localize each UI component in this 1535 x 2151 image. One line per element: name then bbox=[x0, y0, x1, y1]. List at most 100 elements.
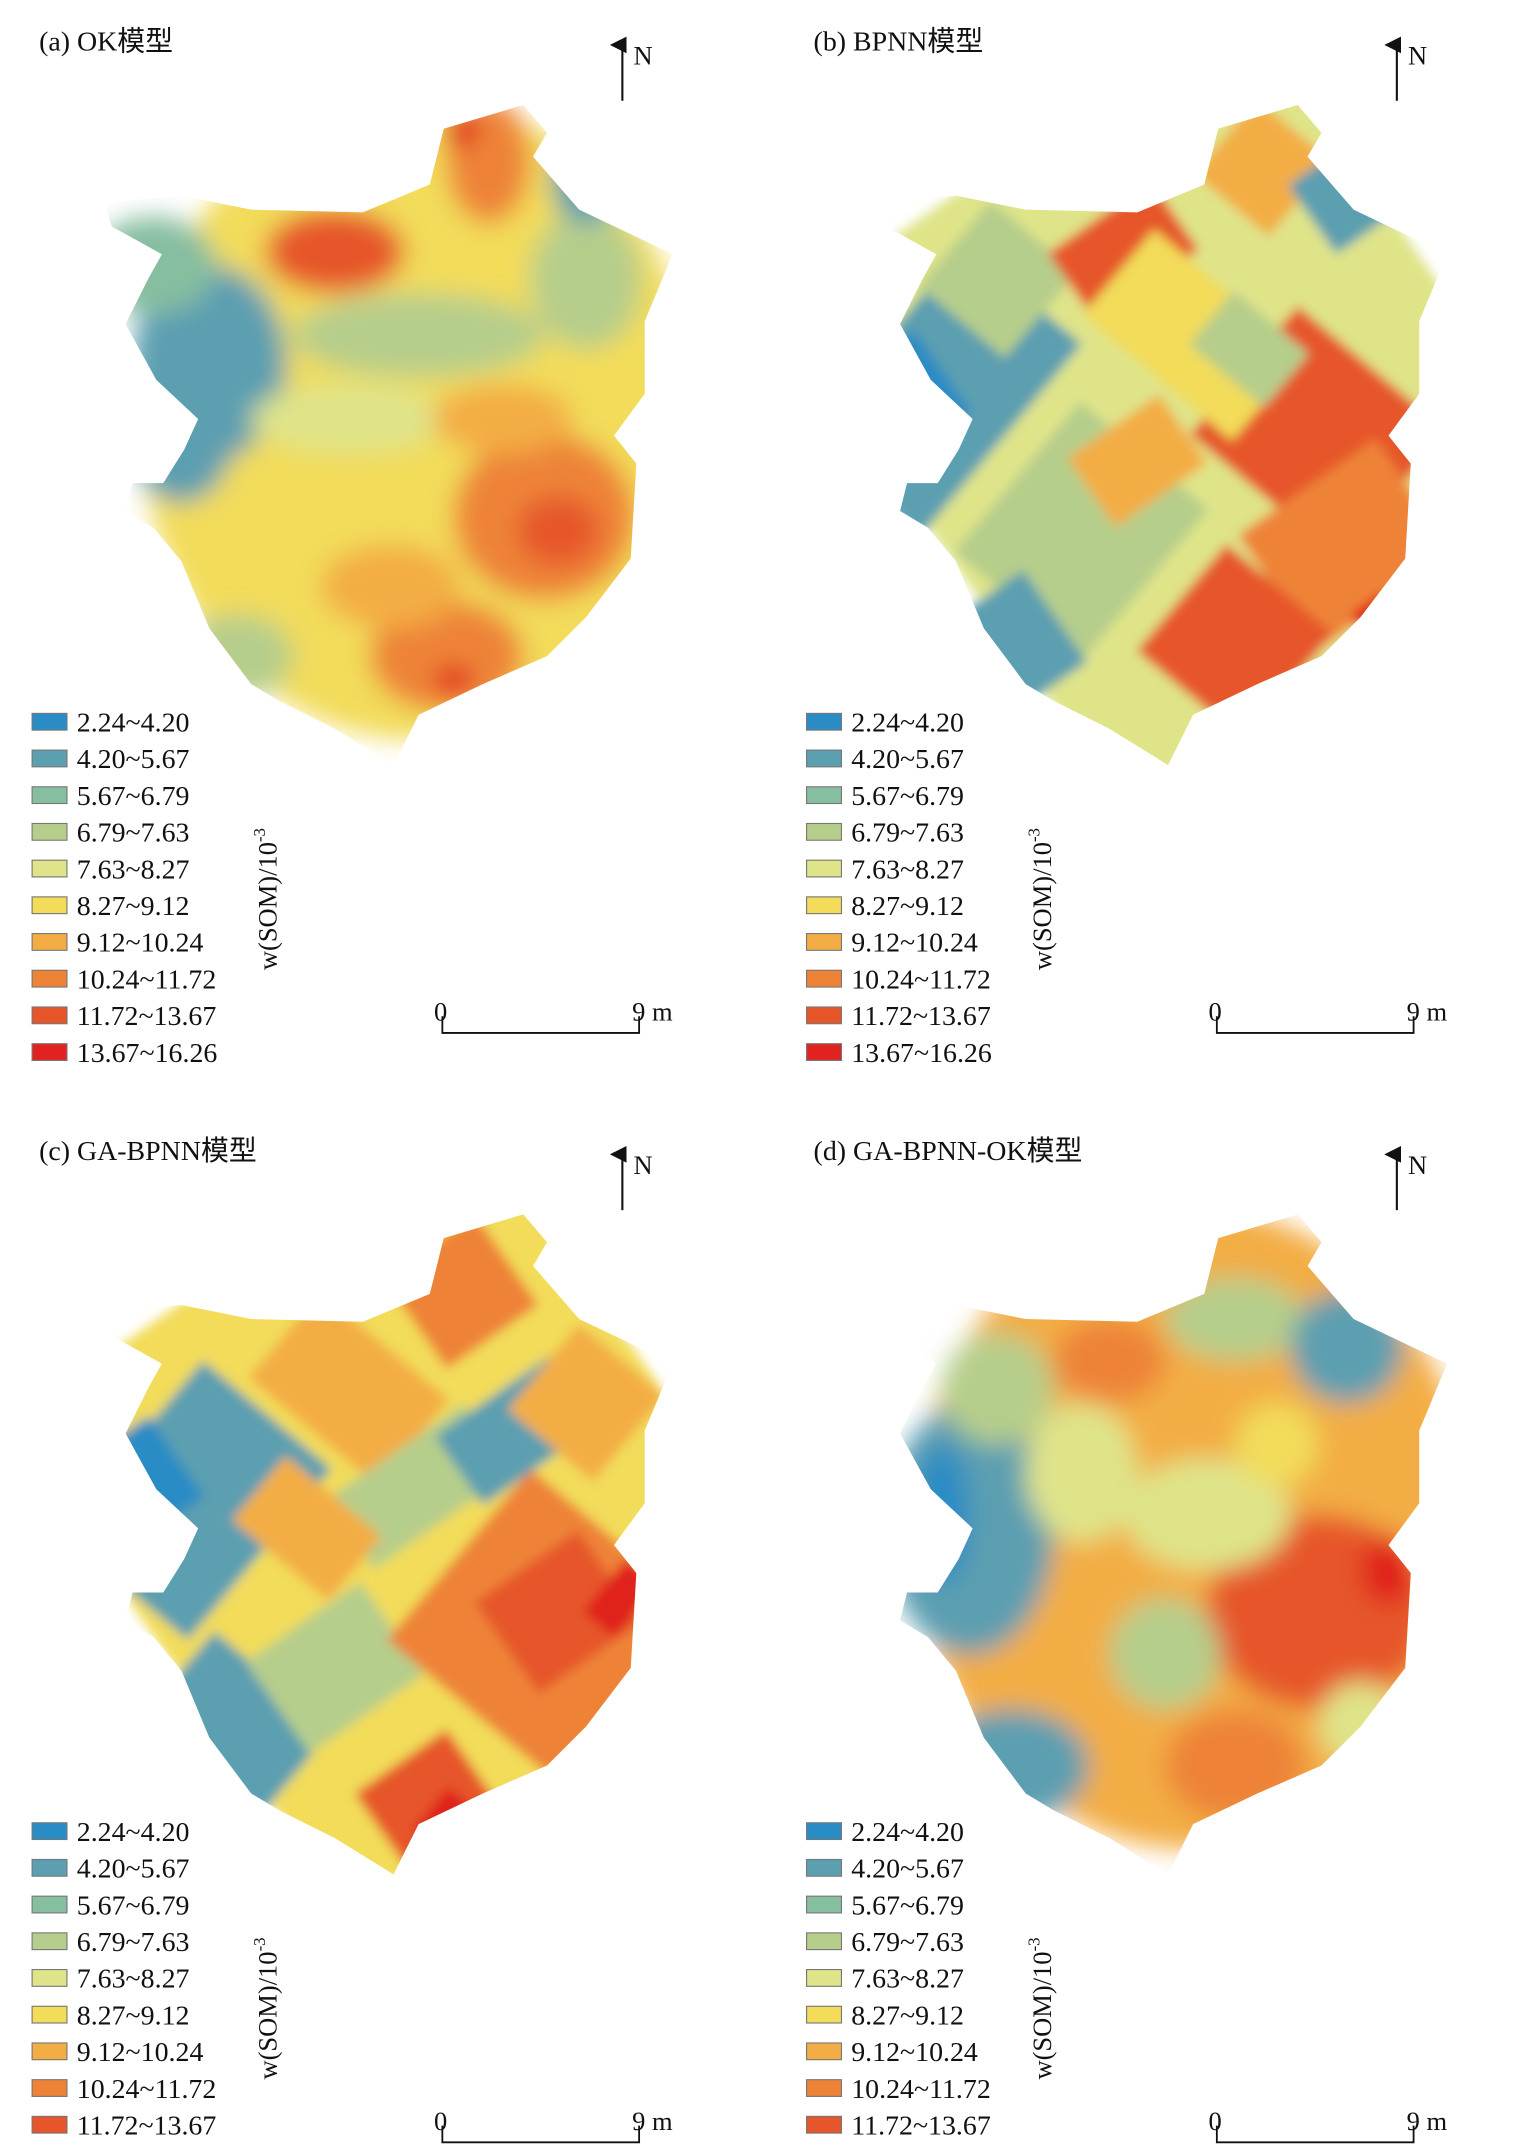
legend-label: 8.27~9.12 bbox=[77, 2000, 190, 2031]
legend-label: 5.67~6.79 bbox=[851, 1890, 964, 1921]
legend-label: 5.67~6.79 bbox=[77, 781, 190, 812]
value-zone bbox=[142, 1631, 332, 1816]
legend-swatch bbox=[806, 969, 843, 988]
panel-title: (a) OK模型 bbox=[39, 26, 173, 58]
value-zone bbox=[1053, 1319, 1166, 1403]
legend-swatch bbox=[31, 749, 68, 768]
map-panel-ga-bpnn-ok: (d) GA-BPNN-OK模型 N 0 9 m 2.24~4.20 4.20~5.67 5… bbox=[806, 1135, 1448, 2151]
scale-end-label: 9 m bbox=[632, 996, 673, 1026]
legend-label: 2.24~4.20 bbox=[851, 1817, 964, 1848]
legend-swatch bbox=[31, 859, 68, 878]
legend-label: 6.79~7.63 bbox=[851, 818, 964, 849]
value-zone bbox=[551, 139, 621, 224]
legend-label: 7.63~8.27 bbox=[851, 854, 964, 885]
legend-swatch bbox=[806, 822, 843, 841]
north-label: N bbox=[1408, 40, 1427, 70]
panel-title: (d) GA-BPNN-OK模型 bbox=[814, 1135, 1083, 1167]
legend-label: 8.27~9.12 bbox=[851, 2000, 964, 2031]
value-zone bbox=[1165, 1709, 1305, 1822]
legend-swatch bbox=[31, 1043, 68, 1061]
legend-swatch bbox=[31, 1006, 68, 1025]
legend-swatch bbox=[806, 2005, 843, 2024]
legend-swatch bbox=[806, 1822, 843, 1841]
legend-label: 13.67~16.26 bbox=[77, 1038, 218, 1069]
legend-label: 6.79~7.63 bbox=[77, 818, 190, 849]
legend-swatch bbox=[806, 1043, 843, 1061]
legend-swatch bbox=[31, 969, 68, 988]
legend-swatch bbox=[806, 1895, 843, 1914]
value-zone bbox=[195, 474, 363, 643]
legend-swatch bbox=[31, 2042, 68, 2061]
legend-swatch bbox=[806, 786, 843, 805]
value-zone bbox=[530, 209, 642, 350]
legend-label: 7.63~8.27 bbox=[851, 1964, 964, 1995]
value-zone bbox=[265, 209, 405, 294]
legend-label: 9.12~10.24 bbox=[77, 928, 204, 959]
value-zone bbox=[1189, 291, 1309, 408]
value-zone bbox=[1047, 181, 1199, 322]
legend-title: w(SOM)/10-3 bbox=[250, 1937, 282, 2079]
legend-label: 6.79~7.63 bbox=[77, 1927, 190, 1958]
legend-label: 11.72~13.67 bbox=[77, 1001, 217, 1032]
legend-swatch bbox=[806, 1858, 843, 1877]
legend-label: 10.24~11.72 bbox=[851, 964, 991, 995]
legend-label: 13.67~16.26 bbox=[77, 2147, 218, 2151]
value-zone bbox=[941, 1332, 1054, 1445]
legend-swatch bbox=[31, 1858, 68, 1877]
legend-swatch bbox=[31, 896, 68, 915]
map-surface bbox=[104, 104, 673, 740]
legend-label: 2.24~4.20 bbox=[77, 1817, 190, 1848]
scale-end-label: 9 m bbox=[1407, 2106, 1448, 2136]
legend-swatch bbox=[31, 933, 68, 951]
panel-title: (b) BPNN模型 bbox=[814, 26, 984, 58]
legend-label: 13.67~16.26 bbox=[851, 1038, 992, 1069]
legend: 2.24~4.20 4.20~5.67 5.67~6.79 6.79~7.63 7.63… bbox=[806, 1817, 1057, 2151]
legend-swatch bbox=[806, 933, 843, 951]
value-zone bbox=[1290, 1291, 1403, 1403]
legend-label: 2.24~4.20 bbox=[851, 708, 964, 739]
map-panel-bpnn: (b) BPNN模型 N 0 9 m 2.24~4.20 4.20~5.67 5.67~6.… bbox=[806, 26, 1448, 1069]
scale-start-label: 0 bbox=[434, 2106, 447, 2136]
north-label: N bbox=[634, 40, 653, 70]
legend-label: 10.24~11.72 bbox=[77, 2074, 217, 2105]
legend-label: 4.20~5.67 bbox=[77, 744, 190, 775]
legend-title-exponent: -3 bbox=[1025, 1937, 1044, 1951]
value-zone bbox=[474, 1530, 642, 1694]
legend-title-exponent: -3 bbox=[250, 1937, 269, 1951]
legend-title: w(SOM)/10-3 bbox=[1025, 828, 1057, 970]
scale-start-label: 0 bbox=[434, 996, 447, 1026]
value-zone bbox=[293, 293, 545, 378]
legend-label: 2.24~4.20 bbox=[77, 708, 190, 739]
legend-title-main: w(SOM)/10 bbox=[252, 842, 282, 970]
value-zone bbox=[1123, 1458, 1291, 1571]
legend-swatch bbox=[31, 1969, 68, 1987]
legend-swatch bbox=[806, 1969, 843, 1987]
legend-swatch bbox=[31, 822, 68, 841]
legend: 2.24~4.20 4.20~5.67 5.67~6.79 6.79~7.63 7.63… bbox=[31, 708, 282, 1069]
legend-title-main: w(SOM)/10 bbox=[1027, 842, 1057, 970]
legend-label: 8.27~9.12 bbox=[851, 891, 964, 922]
scale-end-label: 9 m bbox=[632, 2106, 673, 2136]
value-zone bbox=[1165, 1277, 1305, 1361]
legend-swatch bbox=[31, 1895, 68, 1914]
north-label: N bbox=[1408, 1150, 1427, 1180]
value-zone bbox=[919, 200, 1077, 359]
legend-swatch bbox=[806, 2115, 843, 2134]
value-zone bbox=[1238, 439, 1448, 650]
value-zone bbox=[507, 1324, 665, 1482]
value-zone bbox=[104, 216, 217, 315]
scale-start-label: 0 bbox=[1208, 2106, 1221, 2136]
north-label: N bbox=[634, 1150, 653, 1180]
legend-label: 5.67~6.79 bbox=[77, 1890, 190, 1921]
legend-swatch bbox=[31, 1932, 68, 1951]
legend-swatch bbox=[806, 1932, 843, 1951]
scale-bar bbox=[441, 2125, 641, 2144]
legend-label: 9.12~10.24 bbox=[77, 2037, 204, 2068]
map-panel-ok: (a) OK模型 N 0 9 m 2.24~4.20 4.20~5.67 5.67~6.79… bbox=[31, 26, 673, 1069]
legend: 2.24~4.20 4.20~5.67 5.67~6.79 6.79~7.63 7.63… bbox=[806, 708, 1057, 1069]
legend-swatch bbox=[31, 2005, 68, 2024]
legend-label: 4.20~5.67 bbox=[851, 744, 964, 775]
value-zone bbox=[1194, 104, 1332, 237]
legend-swatch bbox=[31, 712, 68, 731]
